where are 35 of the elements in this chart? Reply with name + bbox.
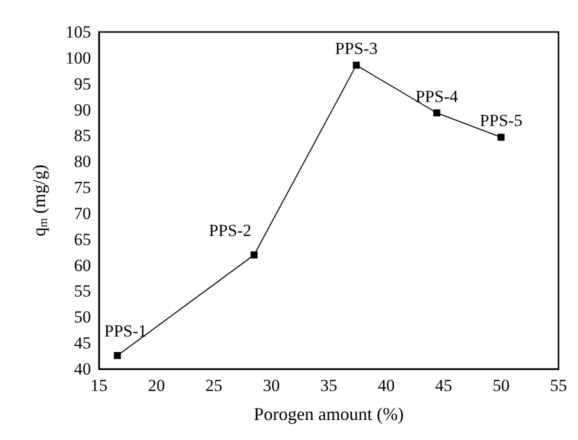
x-tick-label: 40 <box>378 376 395 395</box>
annotation: PPS-5 <box>480 111 522 130</box>
x-tick-label: 55 <box>550 376 567 395</box>
y-tick-label: 55 <box>74 282 91 301</box>
x-tick-label: 25 <box>205 376 222 395</box>
y-tick-label: 75 <box>74 178 91 198</box>
point <box>498 134 505 141</box>
point <box>433 109 440 116</box>
y-tick-label: 45 <box>74 334 91 353</box>
x-tick-label: 30 <box>262 376 280 395</box>
x-tick-label: 35 <box>320 376 338 395</box>
y-tick-label: 80 <box>74 152 91 172</box>
y-tick-label: 85 <box>74 126 91 146</box>
annotation: PPS-2 <box>208 220 252 240</box>
x-tick-label: 45 <box>435 376 452 395</box>
y-tick-label: 70 <box>74 204 91 223</box>
y-tick-label: 90 <box>74 100 91 120</box>
annotation: PPS-3 <box>335 39 378 58</box>
annotation: PPS-1 <box>104 322 147 341</box>
point <box>114 352 121 360</box>
y-tick-label: 100 <box>66 48 91 68</box>
y-axis-title: qm (mg/g) <box>29 164 50 236</box>
x-tick-label: 20 <box>148 376 165 395</box>
y-tick-label: 60 <box>74 256 91 275</box>
x-tick-label: 50 <box>492 376 510 395</box>
x-axis-title: Porogen amount (%) <box>254 404 404 424</box>
y-tick-label: 65 <box>74 230 91 249</box>
y-tick-label: 95 <box>74 74 91 94</box>
y-tick-label: 50 <box>74 308 91 327</box>
point <box>352 62 360 69</box>
y-tick-label: 105 <box>66 22 91 42</box>
x-tick-label: 15 <box>90 376 108 395</box>
annotation: PPS-4 <box>415 86 458 106</box>
y-tick-label: 40 <box>74 360 91 378</box>
point <box>250 251 258 258</box>
